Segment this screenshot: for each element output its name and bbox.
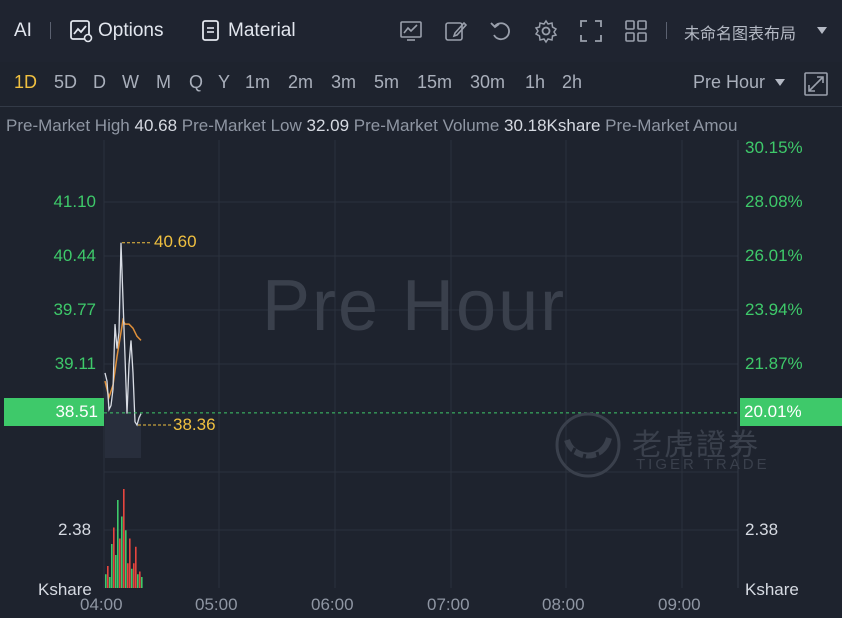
volume-bar xyxy=(129,538,131,588)
draw-pen-icon[interactable] xyxy=(443,18,469,44)
volume-bar xyxy=(113,527,115,588)
volume-bar xyxy=(137,574,139,588)
volume-axis-label: 2.38 xyxy=(745,520,779,539)
symbol-label[interactable]: AI xyxy=(14,20,32,41)
indicator-chart-icon[interactable] xyxy=(398,18,424,44)
toolbar-separator xyxy=(0,106,842,107)
price-line xyxy=(104,242,142,427)
volume-bar xyxy=(125,530,127,588)
premarket-volume-label: Pre-Market Volume xyxy=(353,116,500,135)
current-price-tag: 38.51 xyxy=(4,398,104,426)
volume-bar xyxy=(111,544,113,588)
volume-bar xyxy=(123,489,125,588)
volume-bar xyxy=(135,546,137,588)
time-axis-label: 05:00 xyxy=(195,595,238,614)
brand-name-en: TIGER TRADE xyxy=(636,456,770,473)
premarket-volume-value: 30.18Kshare xyxy=(504,116,601,135)
premarket-amount-label: Pre-Market Amou xyxy=(605,116,738,135)
price-axis-label: 39.77 xyxy=(53,300,96,319)
volume-axis-label: 2.38 xyxy=(58,520,92,539)
volume-bar xyxy=(109,577,111,588)
percent-axis-label: 21.87% xyxy=(745,354,803,373)
timeframe-tab-30m[interactable]: 30m xyxy=(470,72,506,92)
volume-bar xyxy=(131,568,133,588)
options-chart-icon[interactable] xyxy=(68,18,94,44)
volume-bar xyxy=(119,538,121,588)
session-select[interactable]: Pre Hour xyxy=(693,72,766,92)
timeframe-tab-1d[interactable]: 1D xyxy=(14,72,38,92)
time-axis-label: 09:00 xyxy=(658,595,701,614)
volume-unit-label: Kshare xyxy=(38,580,92,599)
premarket-high-value: 40.68 xyxy=(134,116,178,135)
tiger-logo-icon xyxy=(555,412,621,478)
low-annotation: 38.36 xyxy=(173,415,216,434)
premarket-high-label: Pre-Market High xyxy=(6,116,130,135)
current-percent-tag: 20.01% xyxy=(740,398,842,426)
brand-name-cn: 老虎證券 xyxy=(632,429,760,462)
percent-axis-label: 26.01% xyxy=(745,246,803,265)
time-axis-label: 08:00 xyxy=(542,595,585,614)
refresh-icon[interactable] xyxy=(488,18,514,44)
fullscreen-icon[interactable] xyxy=(578,18,604,44)
volume-bar xyxy=(133,563,135,588)
percent-axis-label: 30.15% xyxy=(745,138,803,157)
volume-bar xyxy=(107,566,109,588)
percent-axis-label: 28.08% xyxy=(745,192,803,211)
timeframe-tab-5m[interactable]: 5m xyxy=(374,72,400,92)
session-watermark: Pre Hour xyxy=(262,266,567,346)
options-button[interactable]: Options xyxy=(98,20,164,41)
settings-gear-icon[interactable] xyxy=(533,18,559,44)
price-chart[interactable] xyxy=(0,140,842,595)
price-axis-label: 41.10 xyxy=(53,192,96,211)
timeframe-tab-5d[interactable]: 5D xyxy=(54,72,78,92)
premarket-low-label: Pre-Market Low xyxy=(181,116,302,135)
timeframe-tab-m[interactable]: M xyxy=(156,72,171,92)
timeframe-tab-2m[interactable]: 2m xyxy=(288,72,314,92)
layout-name-dropdown[interactable]: 未命名图表布局 xyxy=(684,26,797,43)
toolbar-divider xyxy=(50,22,51,39)
premarket-info-bar: Pre-Market High 40.68 Pre-Market Low 32.… xyxy=(6,116,737,136)
timeframe-tab-y[interactable]: Y xyxy=(218,72,231,92)
time-axis-label: 06:00 xyxy=(311,595,354,614)
percent-axis-label: 23.94% xyxy=(745,300,803,319)
volume-bar xyxy=(121,516,123,588)
timeframe-tab-15m[interactable]: 15m xyxy=(417,72,453,92)
time-axis-label: 04:00 xyxy=(80,595,123,614)
material-button[interactable]: Material xyxy=(228,20,296,41)
price-axis-label: 39.11 xyxy=(54,354,96,373)
high-annotation: 40.60 xyxy=(154,232,197,251)
price-area-fill xyxy=(105,242,141,458)
grid-layout-icon[interactable] xyxy=(623,18,649,44)
expand-chart-icon[interactable] xyxy=(803,71,829,97)
volume-bar xyxy=(105,574,107,588)
volume-bar xyxy=(139,571,141,588)
document-icon[interactable] xyxy=(198,18,224,44)
premarket-low-value: 32.09 xyxy=(306,116,350,135)
chevron-down-icon[interactable] xyxy=(775,79,785,86)
volume-bar xyxy=(117,500,119,588)
chevron-down-icon[interactable] xyxy=(817,27,827,34)
timeframe-tab-w[interactable]: W xyxy=(122,72,139,92)
volume-bar xyxy=(141,577,143,588)
volume-unit-label: Kshare xyxy=(745,580,799,599)
timeframe-tab-1m[interactable]: 1m xyxy=(245,72,271,92)
time-axis-label: 07:00 xyxy=(427,595,470,614)
timeframe-tab-d[interactable]: D xyxy=(93,72,106,92)
timeframe-tab-q[interactable]: Q xyxy=(189,72,204,92)
timeframe-tab-3m[interactable]: 3m xyxy=(331,72,357,92)
average-price-line xyxy=(104,317,142,401)
price-axis-label: 40.44 xyxy=(53,246,96,265)
volume-bar xyxy=(115,555,117,588)
timeframe-tab-1h[interactable]: 1h xyxy=(525,72,546,92)
toolbar-divider xyxy=(666,22,667,39)
timeframe-tab-2h[interactable]: 2h xyxy=(562,72,583,92)
volume-bar xyxy=(127,563,129,588)
